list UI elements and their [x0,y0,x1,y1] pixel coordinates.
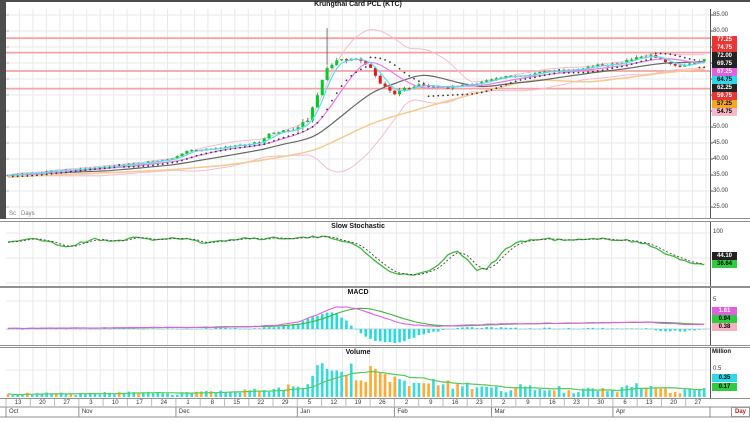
scale-mode-label: Sc [9,211,17,217]
volume-mid-tick: 0.5 [713,366,722,372]
window-top-edge [0,0,750,2]
periodicity-corner-label: Days [21,211,35,217]
chart-title: Krungthai Card PCL (KTC) [314,1,402,8]
stochastic-top-tick: 100 [713,229,724,235]
volume-unit-label: Million [712,349,731,355]
periodicity-day-button[interactable]: Day [731,407,750,417]
stochastic-panel-title: Slow Stochastic [331,223,385,230]
window-left-rail [0,0,6,219]
macd-panel-title: MACD [347,289,369,296]
macd-top-tick: 5 [713,297,717,303]
volume-panel-title: Volume [345,349,371,356]
